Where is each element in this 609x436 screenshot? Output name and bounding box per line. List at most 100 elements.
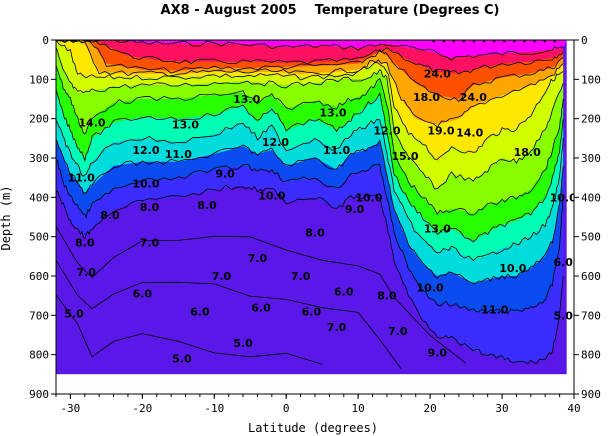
contour-label: 11.0 bbox=[68, 172, 95, 185]
y-tick-label: 500 bbox=[29, 231, 49, 244]
x-tick-label: 10 bbox=[352, 402, 365, 415]
band-t22-t20 bbox=[56, 40, 564, 125]
band-t14-t13 bbox=[56, 63, 564, 241]
y-tick-label: 600 bbox=[29, 270, 49, 283]
chart-title: AX8 - August 2005 Temperature (Degrees C… bbox=[161, 3, 500, 18]
contour-label: 11.0 bbox=[481, 303, 508, 316]
x-tick-label: -20 bbox=[132, 402, 152, 415]
contour-label: 8.0 bbox=[377, 290, 397, 303]
cast-arrow-head bbox=[452, 40, 456, 43]
y-tick-label-right: 100 bbox=[581, 73, 601, 86]
y-tick-label: 800 bbox=[29, 349, 49, 362]
x-axis: -30 -20 -10 0 10 20 30 40 bbox=[55, 394, 581, 415]
contour-label: 5.0 bbox=[172, 353, 192, 366]
isotherm-t22 bbox=[56, 40, 564, 103]
isotherm-lines bbox=[56, 40, 567, 370]
contour-label: 7.0 bbox=[212, 270, 232, 283]
isotherm-d5 bbox=[56, 294, 323, 365]
band-t18-t16 bbox=[56, 40, 564, 190]
band-t24-t22 bbox=[56, 40, 564, 99]
x-tick-label: 20 bbox=[423, 402, 436, 415]
x-tick-label: 0 bbox=[283, 402, 290, 415]
cast-arrow-head bbox=[431, 40, 436, 43]
y-tick-label: 200 bbox=[29, 113, 49, 126]
contour-label: 14.0 bbox=[78, 117, 105, 130]
cast-arrow-head bbox=[532, 40, 537, 43]
y-tick-label-right: 700 bbox=[581, 309, 601, 322]
contour-label: 11.0 bbox=[323, 144, 350, 157]
y-tick-label: 900 bbox=[29, 388, 49, 401]
isotherm-t20 bbox=[56, 40, 564, 128]
y-tick-label-right: 600 bbox=[581, 270, 601, 283]
isotherm-t12 bbox=[56, 118, 564, 262]
band-t20-t18 bbox=[56, 40, 564, 162]
y-tick-label: 0 bbox=[42, 34, 49, 47]
contour-label: 9.0 bbox=[345, 203, 365, 216]
band-t13-t12 bbox=[56, 91, 564, 261]
x-tick-label: 30 bbox=[495, 402, 508, 415]
isotherm-t8 bbox=[56, 184, 564, 365]
isotherm-t11 bbox=[56, 139, 564, 284]
isotherm-t16 bbox=[56, 47, 564, 190]
contour-label: 18.0 bbox=[413, 91, 440, 104]
contour-label: 6.0 bbox=[553, 256, 573, 269]
band-t11-t10 bbox=[56, 138, 564, 312]
contour-label: 13.0 bbox=[319, 107, 346, 120]
contour-label: 6.0 bbox=[251, 301, 271, 314]
y-axis-left: 0 100 200 300 400 500 600 700 800 900 bbox=[29, 34, 56, 401]
contour-label: 7.0 bbox=[76, 266, 96, 279]
cast-arrow-head bbox=[441, 40, 446, 43]
contour-label: 19.0 bbox=[427, 124, 454, 137]
cast-arrow-head bbox=[492, 40, 496, 43]
contour-label: 6.0 bbox=[334, 286, 354, 299]
x-tick-label: -10 bbox=[204, 402, 224, 415]
isotherm-d7 bbox=[56, 226, 467, 364]
contour-labels: 5.0 7.0 8.0 11.0 14.0 8.0 6.0 7.0 8.0 10.0 12.0 13.… bbox=[64, 67, 577, 366]
contour-label: 13.0 bbox=[233, 93, 260, 106]
cast-arrow-head bbox=[552, 40, 557, 43]
cast-arrow-head bbox=[522, 40, 527, 43]
no-data-right bbox=[566, 40, 574, 394]
contour-label: 10.0 bbox=[417, 282, 444, 295]
band-t16-t14 bbox=[56, 47, 564, 214]
y-tick-label: 300 bbox=[29, 152, 49, 165]
x-tick-label: 40 bbox=[567, 402, 580, 415]
y-axis-right: 0 100 200 300 400 500 600 700 800 900 bbox=[574, 34, 601, 401]
y-tick-label-right: 200 bbox=[581, 113, 601, 126]
contour-label: 7.0 bbox=[248, 252, 268, 265]
isotherm-d6 bbox=[56, 260, 402, 370]
y-axis-label: Depth (m) bbox=[0, 185, 13, 250]
isotherm-t14 bbox=[56, 64, 564, 216]
contour-label: 8.0 bbox=[75, 237, 95, 250]
isotherm-t13 bbox=[56, 88, 564, 243]
contour-label: 14.0 bbox=[456, 126, 483, 139]
contour-label: 12.0 bbox=[373, 124, 400, 137]
contour-label: 8.0 bbox=[197, 199, 217, 212]
contour-label: 5.0 bbox=[553, 309, 573, 322]
band-t10-t8 bbox=[56, 158, 564, 363]
x-axis-label: Latitude (degrees) bbox=[248, 421, 378, 435]
cast-arrow-head bbox=[482, 40, 486, 43]
contour-label: 13.0 bbox=[172, 119, 199, 132]
contour-label: 5.0 bbox=[64, 307, 84, 320]
contour-label: 8.0 bbox=[100, 209, 120, 222]
contour-label: 6.0 bbox=[190, 305, 210, 318]
contour-label: 12.0 bbox=[132, 144, 159, 157]
contour-label: 6.0 bbox=[302, 305, 322, 318]
isotherm-t24 bbox=[56, 40, 564, 75]
contour-label: 7.0 bbox=[388, 325, 408, 338]
y-tick-label: 100 bbox=[29, 73, 49, 86]
cast-arrow-head bbox=[542, 40, 547, 43]
contour-label: 12.0 bbox=[262, 136, 289, 149]
no-data-bottom bbox=[56, 374, 574, 394]
contour-label: 10.0 bbox=[550, 191, 577, 204]
contour-label: 24.0 bbox=[460, 91, 487, 104]
y-tick-label-right: 300 bbox=[581, 152, 601, 165]
contour-label: 18.0 bbox=[514, 146, 541, 159]
contour-label: 8.0 bbox=[305, 227, 325, 240]
contour-label: 11.0 bbox=[165, 148, 192, 161]
y-tick-label: 400 bbox=[29, 191, 49, 204]
y-tick-label-right: 500 bbox=[581, 231, 601, 244]
contour-label: 7.0 bbox=[140, 237, 160, 250]
